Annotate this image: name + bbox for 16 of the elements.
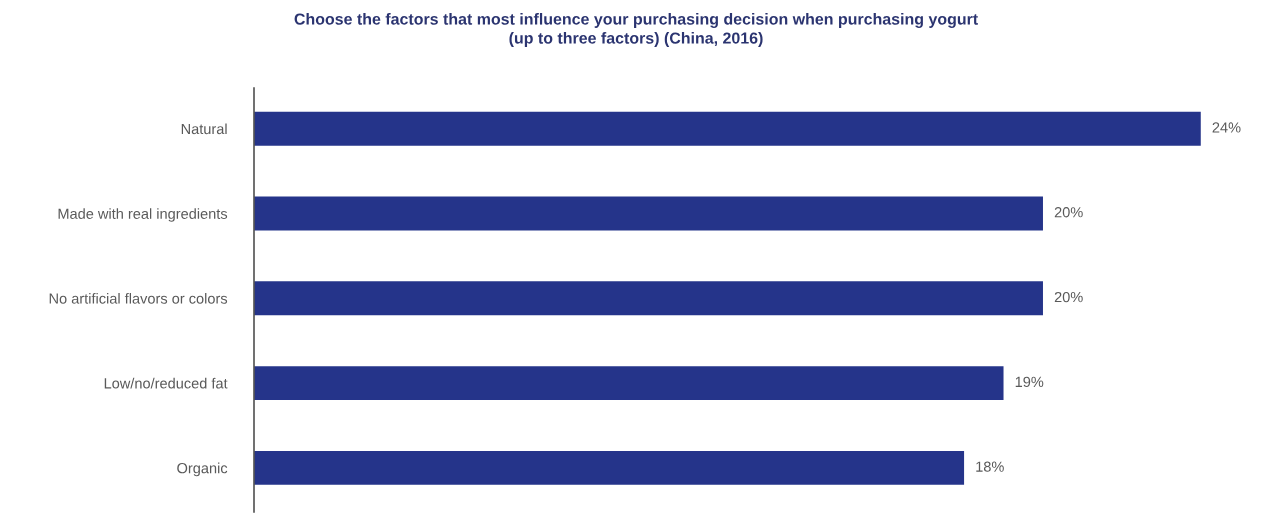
bar — [254, 111, 1201, 146]
data-label: 24% — [1212, 122, 1241, 133]
bar — [254, 450, 965, 485]
bar — [254, 366, 1004, 401]
bar — [254, 281, 1043, 316]
y-tick-label: Low/no/reduced fat — [104, 377, 228, 389]
data-label: 20% — [1054, 207, 1083, 218]
y-tick-label: Natural — [181, 123, 227, 135]
y-tick-label: Organic — [177, 462, 228, 477]
y-tick-label: Made with real ingredients — [58, 208, 228, 222]
data-label: 19% — [1015, 376, 1044, 388]
data-label: 18% — [976, 461, 1004, 472]
y-tick-label: No artificial flavors or colors — [49, 293, 228, 304]
data-label: 20% — [1054, 291, 1083, 303]
chart-title: Choose the factors that most influence your purchasing decision when purchasing yogurt (up to three factors) (China, 2016) — [294, 13, 978, 47]
bar — [254, 196, 1043, 231]
